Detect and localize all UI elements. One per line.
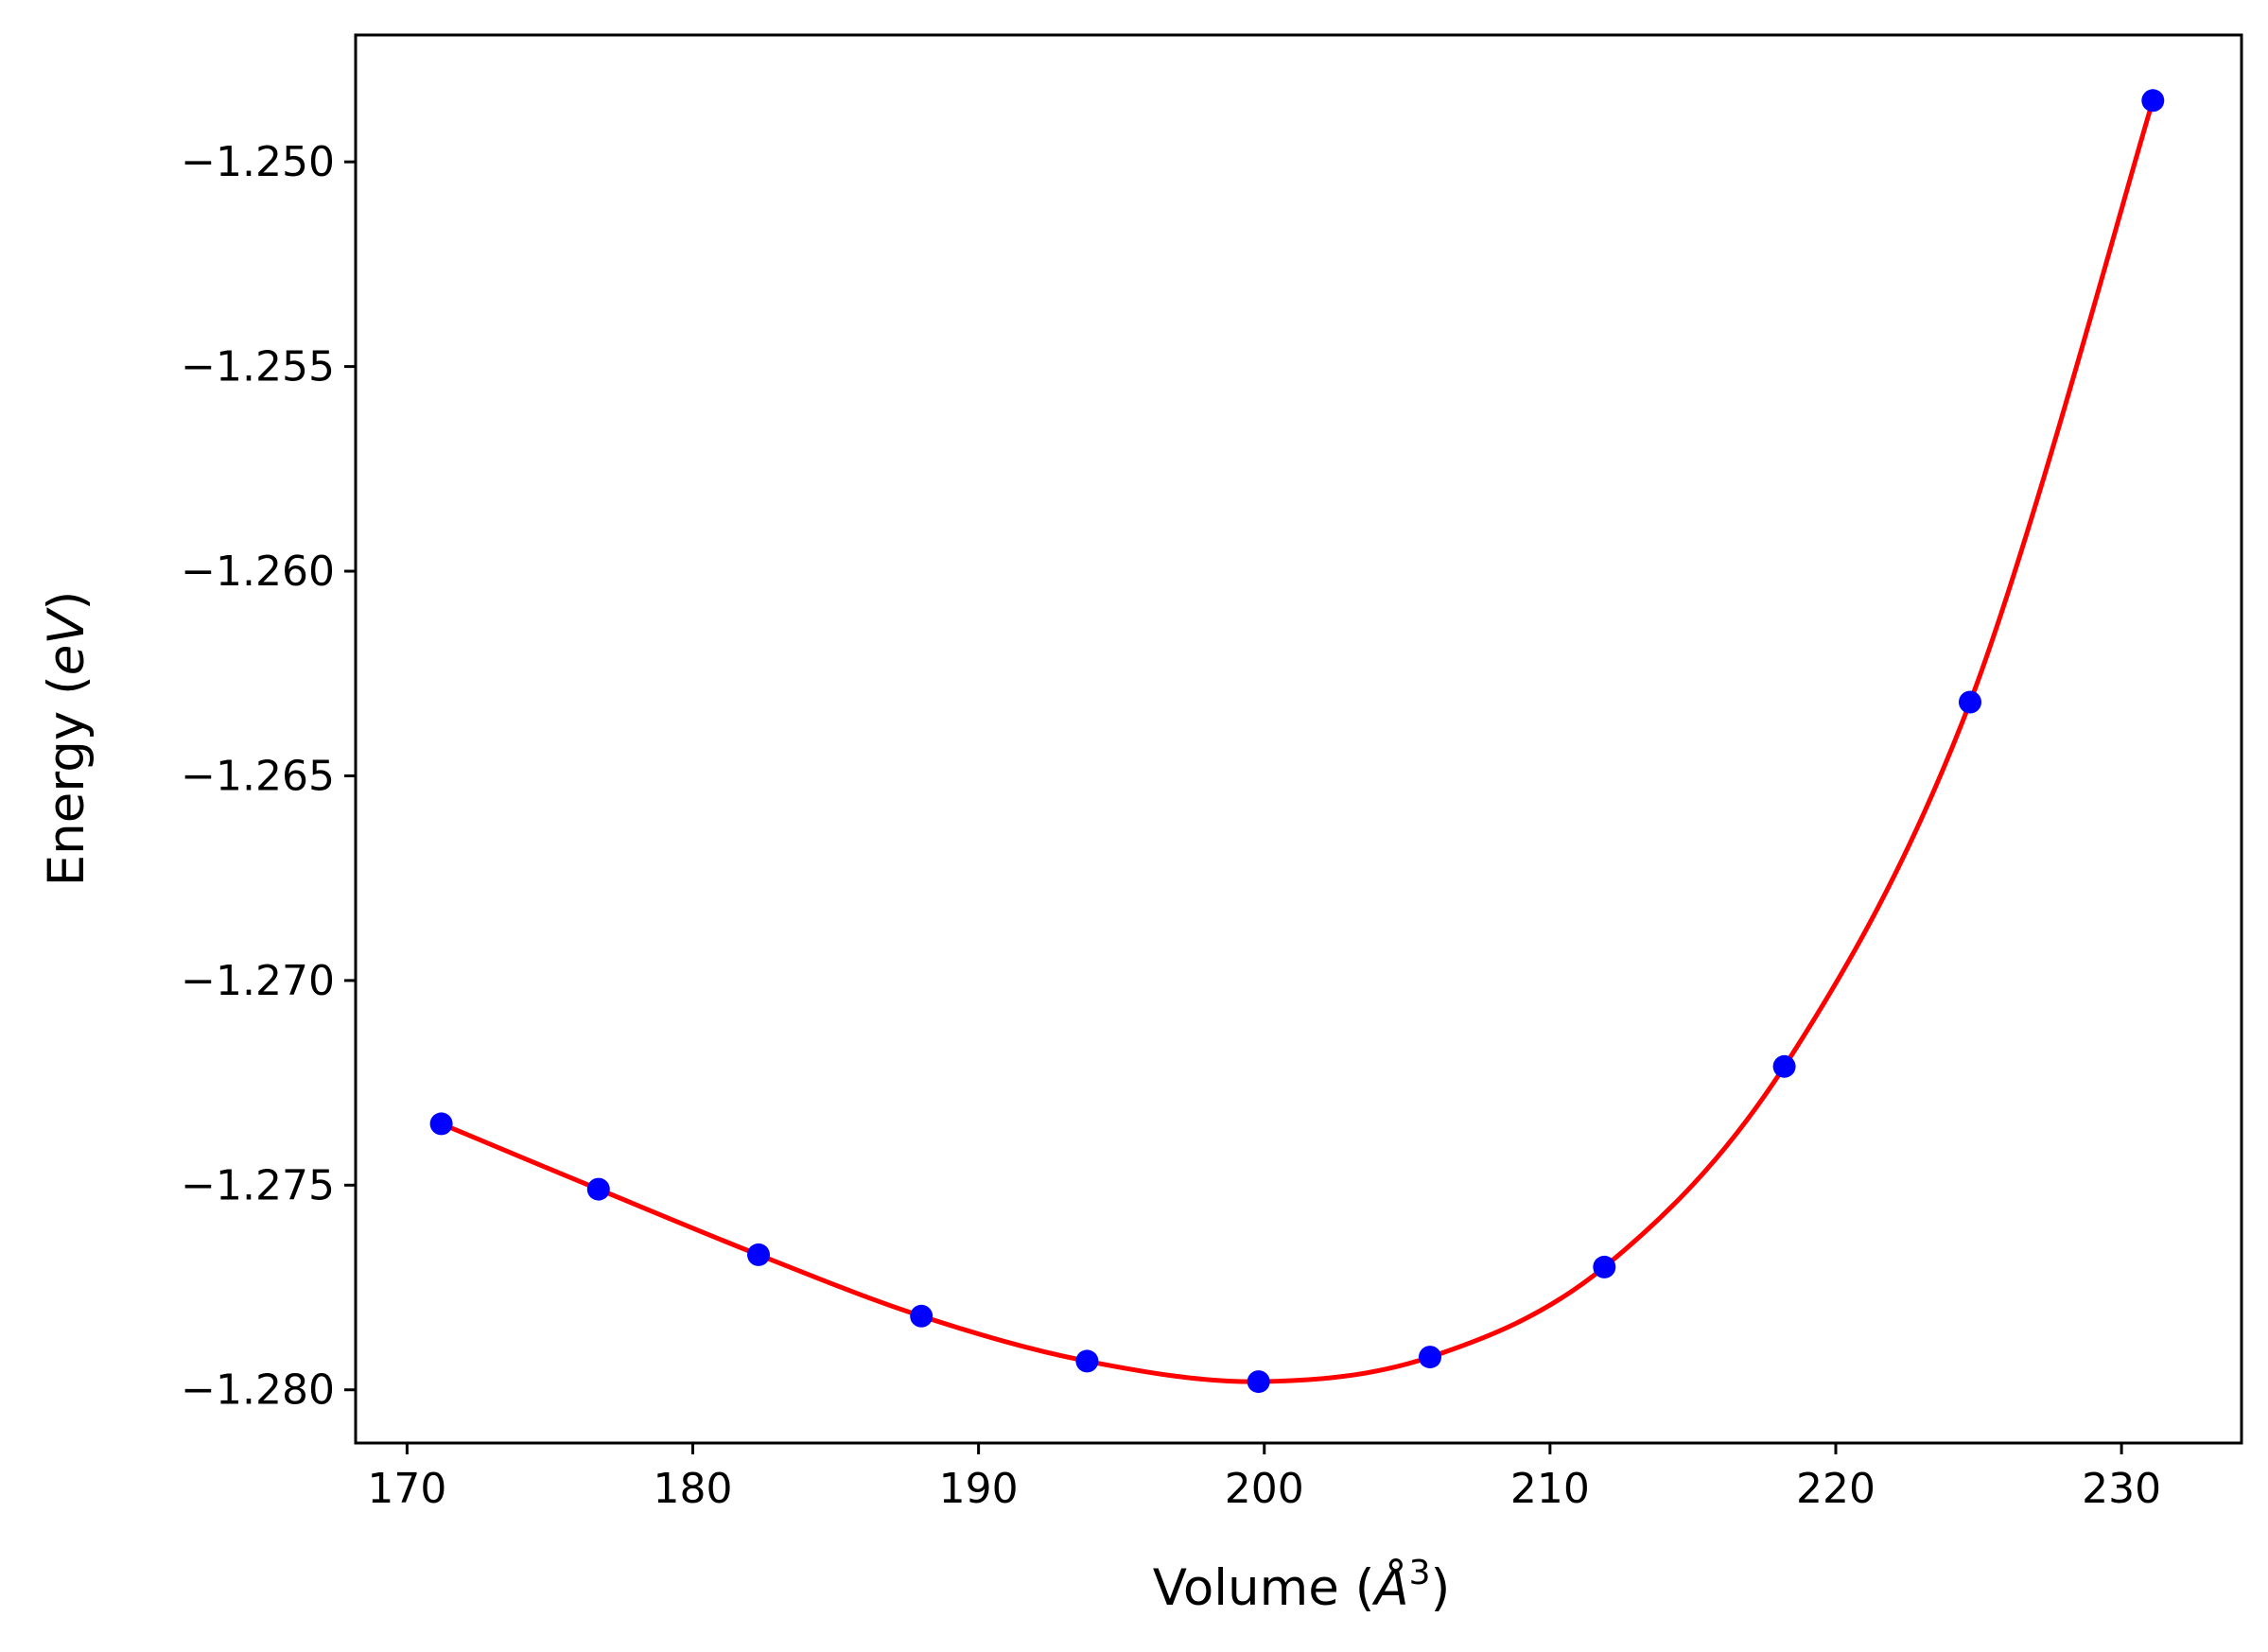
y-tick-label: −1.275 <box>181 1161 335 1209</box>
x-axis: 170 180 190 200 210 220 230 <box>367 1443 2161 1513</box>
plot-frame <box>354 33 2243 1445</box>
x-tick-label: 230 <box>2082 1465 2161 1513</box>
x-tick-label: 180 <box>654 1465 733 1513</box>
data-point <box>1075 1349 1099 1373</box>
x-axis-title-superscript: 3 <box>1409 1554 1431 1592</box>
y-axis-title-unit: eV <box>38 607 96 676</box>
y-axis-title: Energy (eV) <box>38 591 96 887</box>
y-tick-label: −1.250 <box>181 138 335 186</box>
data-point <box>910 1304 933 1328</box>
x-axis-title-suffix: ) <box>1431 1559 1451 1617</box>
data-point <box>429 1112 453 1136</box>
y-tick-label: −1.255 <box>181 343 335 391</box>
data-point <box>747 1243 770 1266</box>
x-tick-label: 200 <box>1225 1465 1304 1513</box>
y-tick-label: −1.265 <box>181 752 335 800</box>
data-point <box>1419 1346 1441 1369</box>
x-tick-label: 190 <box>939 1465 1019 1513</box>
x-axis-title-prefix: Volume ( <box>1153 1559 1375 1617</box>
x-axis-title-symbol: Å <box>1371 1556 1408 1617</box>
x-tick-label: 210 <box>1510 1465 1590 1513</box>
y-axis: −1.250 −1.255 −1.260 −1.265 −1.270 −1.275 −1.2… <box>181 138 356 1415</box>
y-axis-title-suffix: ) <box>38 591 96 611</box>
y-tick-label: −1.260 <box>181 548 335 596</box>
x-axis-title: Volume (Å3) <box>1153 1554 1451 1617</box>
y-tick-label: −1.280 <box>181 1366 335 1415</box>
y-axis-title-prefix: Energy ( <box>38 675 96 886</box>
x-tick-label: 220 <box>1796 1465 1875 1513</box>
data-point <box>1247 1370 1270 1394</box>
y-tick-label: −1.270 <box>181 957 335 1005</box>
data-point <box>1772 1054 1796 1078</box>
data-point <box>1959 690 1981 714</box>
x-tick-label: 170 <box>367 1465 446 1513</box>
data-markers-layer <box>429 89 2165 1394</box>
data-point <box>1593 1255 1616 1278</box>
data-point <box>2141 89 2165 113</box>
data-point <box>586 1177 610 1201</box>
